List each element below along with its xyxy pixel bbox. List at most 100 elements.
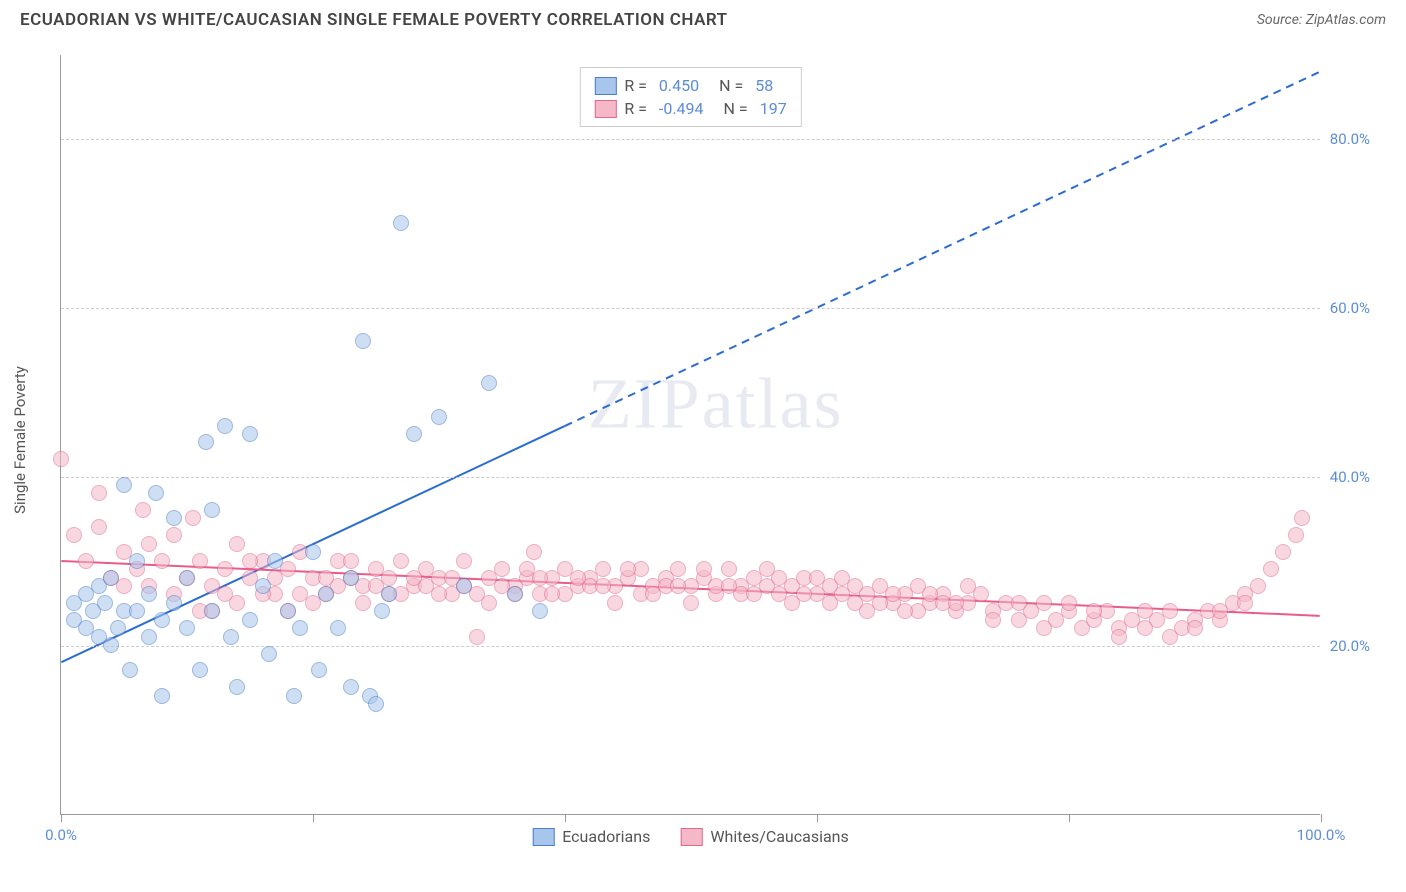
x-tick	[313, 814, 314, 822]
data-point-whites	[570, 570, 586, 586]
data-point-whites	[1263, 561, 1279, 577]
data-point-whites	[91, 519, 107, 535]
data-point-whites	[393, 553, 409, 569]
x-tick	[817, 814, 818, 822]
data-point-whites	[66, 527, 82, 543]
data-point-ecuadorians	[166, 510, 182, 526]
data-point-whites	[1061, 595, 1077, 611]
data-point-whites	[544, 586, 560, 602]
data-point-whites	[166, 527, 182, 543]
grid-line	[61, 308, 1320, 309]
x-tick	[1321, 814, 1322, 822]
grid-line	[61, 139, 1320, 140]
data-point-whites	[683, 595, 699, 611]
data-point-ecuadorians	[292, 620, 308, 636]
data-point-ecuadorians	[261, 646, 277, 662]
data-point-whites	[620, 561, 636, 577]
data-point-ecuadorians	[507, 586, 523, 602]
data-point-whites	[242, 553, 258, 569]
y-axis-label: Single Female Poverty	[11, 366, 29, 514]
swatch-ecuadorians-bottom	[532, 828, 554, 846]
data-point-whites	[822, 595, 838, 611]
legend-row-ecuadorians: R = 0.450 N = 58	[594, 74, 786, 97]
data-point-ecuadorians	[374, 603, 390, 619]
legend-item-whites: Whites/Caucasians	[680, 827, 848, 846]
data-point-ecuadorians	[286, 688, 302, 704]
data-point-whites	[1288, 527, 1304, 543]
data-point-ecuadorians	[311, 662, 327, 678]
data-point-ecuadorians	[148, 485, 164, 501]
data-point-ecuadorians	[393, 215, 409, 231]
data-point-whites	[53, 451, 69, 467]
legend-row-whites: R = -0.494 N = 197	[594, 97, 786, 120]
data-point-ecuadorians	[129, 603, 145, 619]
data-point-ecuadorians	[223, 629, 239, 645]
data-point-whites	[948, 595, 964, 611]
data-point-ecuadorians	[192, 662, 208, 678]
data-point-ecuadorians	[103, 570, 119, 586]
data-point-whites	[721, 578, 737, 594]
swatch-whites	[594, 100, 616, 118]
data-point-whites	[519, 561, 535, 577]
x-tick	[61, 814, 62, 822]
data-point-whites	[343, 553, 359, 569]
data-point-whites	[847, 578, 863, 594]
data-point-whites	[1294, 510, 1310, 526]
data-point-whites	[1162, 603, 1178, 619]
data-point-whites	[595, 561, 611, 577]
data-point-whites	[985, 612, 1001, 628]
series-legend: Ecuadorians Whites/Caucasians	[532, 827, 849, 846]
y-tick-label: 40.0%	[1330, 468, 1370, 486]
data-point-whites	[318, 570, 334, 586]
data-point-whites	[796, 586, 812, 602]
data-point-whites	[185, 510, 201, 526]
data-point-whites	[607, 595, 623, 611]
chart-header: ECUADORIAN VS WHITE/CAUCASIAN SINGLE FEM…	[0, 0, 1406, 36]
data-point-whites	[1212, 603, 1228, 619]
data-point-ecuadorians	[141, 629, 157, 645]
data-point-ecuadorians	[204, 502, 220, 518]
y-tick-label: 60.0%	[1330, 299, 1370, 317]
data-point-whites	[897, 603, 913, 619]
data-point-ecuadorians	[267, 553, 283, 569]
data-point-whites	[1162, 629, 1178, 645]
data-point-whites	[960, 578, 976, 594]
data-point-whites	[1187, 620, 1203, 636]
data-point-whites	[526, 544, 542, 560]
data-point-ecuadorians	[179, 620, 195, 636]
data-point-whites	[1086, 603, 1102, 619]
data-point-whites	[1036, 620, 1052, 636]
data-point-whites	[595, 578, 611, 594]
data-point-whites	[418, 578, 434, 594]
legend-item-ecuadorians: Ecuadorians	[532, 827, 650, 846]
watermark: ZIPatlas	[588, 363, 844, 446]
chart-title: ECUADORIAN VS WHITE/CAUCASIAN SINGLE FEM…	[20, 10, 728, 30]
data-point-whites	[217, 586, 233, 602]
data-point-ecuadorians	[179, 570, 195, 586]
data-point-whites	[456, 553, 472, 569]
y-tick-label: 20.0%	[1330, 637, 1370, 655]
data-point-ecuadorians	[154, 612, 170, 628]
data-point-whites	[192, 553, 208, 569]
data-point-ecuadorians	[122, 662, 138, 678]
data-point-whites	[469, 629, 485, 645]
data-point-whites	[809, 570, 825, 586]
data-point-whites	[1111, 629, 1127, 645]
data-point-whites	[696, 561, 712, 577]
data-point-ecuadorians	[242, 426, 258, 442]
data-point-whites	[746, 586, 762, 602]
data-point-whites	[771, 570, 787, 586]
data-point-ecuadorians	[129, 553, 145, 569]
data-point-whites	[292, 586, 308, 602]
data-point-whites	[1036, 595, 1052, 611]
data-point-whites	[1011, 595, 1027, 611]
data-point-whites	[1237, 595, 1253, 611]
data-point-ecuadorians	[305, 544, 321, 560]
data-point-whites	[645, 586, 661, 602]
data-point-ecuadorians	[431, 409, 447, 425]
data-point-ecuadorians	[154, 688, 170, 704]
data-point-ecuadorians	[204, 603, 220, 619]
x-tick	[565, 814, 566, 822]
y-tick-label: 80.0%	[1330, 130, 1370, 148]
data-point-whites	[217, 561, 233, 577]
